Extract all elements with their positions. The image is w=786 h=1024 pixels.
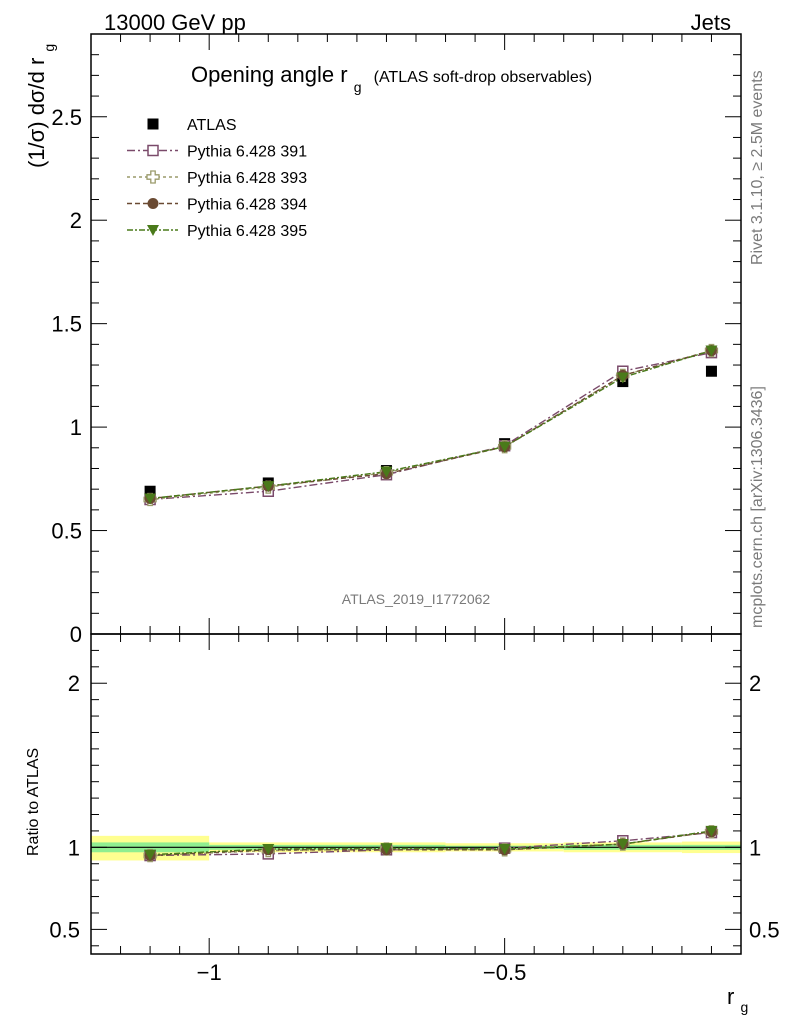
main-ylabel-subscript: g: [41, 44, 57, 52]
ratio-plot-frame: [90, 633, 742, 955]
main-point-pythia-6-428-395: [144, 493, 157, 505]
ratio-series-markers: [143, 825, 719, 863]
main-title-suffix: (ATLAS soft-drop observables): [374, 69, 592, 86]
ratio-ylabel: Ratio to ATLAS: [25, 748, 42, 856]
main-axis-ticks: 0 0.5 1 1.5 2 2.5: [51, 34, 742, 647]
ratio-axis-ticks: −1 −0.5 0.5 0.5 1 1 2 2: [49, 634, 780, 985]
rivet-label: Rivet 3.1.10, ≥ 2.5M events: [749, 70, 766, 265]
main-series-lines: [150, 349, 712, 501]
ratio-point-pythia-6-428-395: [262, 843, 275, 855]
main-panel: 0 0.5 1 1.5 2 2.5 Opening angle r g (ATLAS so…: [24, 33, 742, 647]
ratio-y-tick-label: 2: [68, 671, 80, 696]
main-point-atlas: [705, 365, 717, 377]
legend-marker-pythia-6-428-393: [146, 170, 160, 184]
legend-label-pythia-6-428-394: Pythia 6.428 394: [187, 197, 307, 214]
main-point-pythia-6-428-395: [616, 372, 629, 384]
ratio-point-pythia-6-428-395: [498, 843, 511, 855]
main-line-pythia-6-428-391: [150, 351, 712, 501]
ratio-point-pythia-6-428-395: [144, 849, 157, 861]
legend: ATLAS Pythia 6.428 391 Pythia 6.428 393 Pyt…: [127, 117, 307, 240]
legend-label-atlas: ATLAS: [187, 117, 237, 134]
ratio-y-tick-label: 0.5: [49, 917, 80, 942]
ratio-point-pythia-6-428-395: [705, 825, 718, 837]
y-tick-label: 1.5: [51, 312, 82, 337]
main-line-pythia-6-428-395: [150, 349, 712, 500]
main-point-pythia-6-428-395: [498, 441, 511, 453]
ratio-xlabel: r g: [727, 984, 748, 1015]
analysis-label: ATLAS_2019_I1772062: [342, 591, 491, 607]
main-title-subscript: g: [354, 79, 362, 95]
ratio-y-tick-label-right: 2: [749, 671, 761, 696]
x-tick-label: −0.5: [483, 960, 526, 985]
legend-label-pythia-6-428-393: Pythia 6.428 393: [187, 170, 307, 187]
main-point-pythia-6-428-395: [705, 345, 718, 357]
ratio-y-tick-label-right: 1: [749, 835, 761, 860]
y-tick-label: 1: [70, 415, 82, 440]
ratio-series-lines: [150, 830, 712, 857]
main-title: Opening angle r g (ATLAS soft-drop obser…: [191, 62, 592, 97]
energy-label: 13000 GeV pp: [104, 10, 246, 35]
ratio-panel: −1 −0.5 0.5 0.5 1 1 2 2 Ratio to ATLAS r g: [25, 633, 780, 1015]
ratio-line-pythia-6-428-395: [150, 830, 712, 856]
x-tick-label: −1: [197, 960, 222, 985]
main-ylabel: (1/σ) dσ/d r g: [24, 44, 57, 168]
legend-label-pythia-6-428-391: Pythia 6.428 391: [187, 144, 307, 161]
y-tick-label: 0.5: [51, 519, 82, 544]
ratio-point-pythia-6-428-395: [616, 839, 629, 851]
main-point-pythia-6-428-395: [262, 481, 275, 493]
process-label: Jets: [691, 10, 731, 35]
main-title-text: Opening angle r: [191, 62, 348, 87]
y-tick-label: 0: [70, 622, 82, 647]
main-point-atlas: [144, 485, 156, 497]
y-tick-label: 2.5: [51, 105, 82, 130]
y-tick-label: 2: [70, 208, 82, 233]
ratio-point-pythia-6-428-395: [380, 843, 393, 855]
ratio-y-tick-label-right: 0.5: [749, 917, 780, 942]
legend-marker-pythia-6-428-395: [147, 225, 159, 236]
ratio-xlabel-subscript: g: [740, 999, 748, 1015]
legend-marker-pythia-6-428-394: [147, 198, 159, 209]
mcplots-label: mcplots.cern.ch [arXiv:1306.3436]: [749, 386, 766, 628]
legend-label-pythia-6-428-395: Pythia 6.428 395: [187, 223, 307, 240]
main-ylabel-text: (1/σ) dσ/d r: [24, 58, 49, 168]
ratio-y-tick-label: 1: [68, 835, 80, 860]
main-point-pythia-6-428-395: [380, 466, 393, 478]
legend-marker-pythia-6-428-391: [147, 144, 159, 157]
legend-marker-atlas: [147, 118, 159, 130]
ratio-line-pythia-6-428-394: [150, 831, 712, 857]
ratio-xlabel-text: r: [727, 984, 734, 1009]
main-series-markers: [143, 343, 719, 507]
